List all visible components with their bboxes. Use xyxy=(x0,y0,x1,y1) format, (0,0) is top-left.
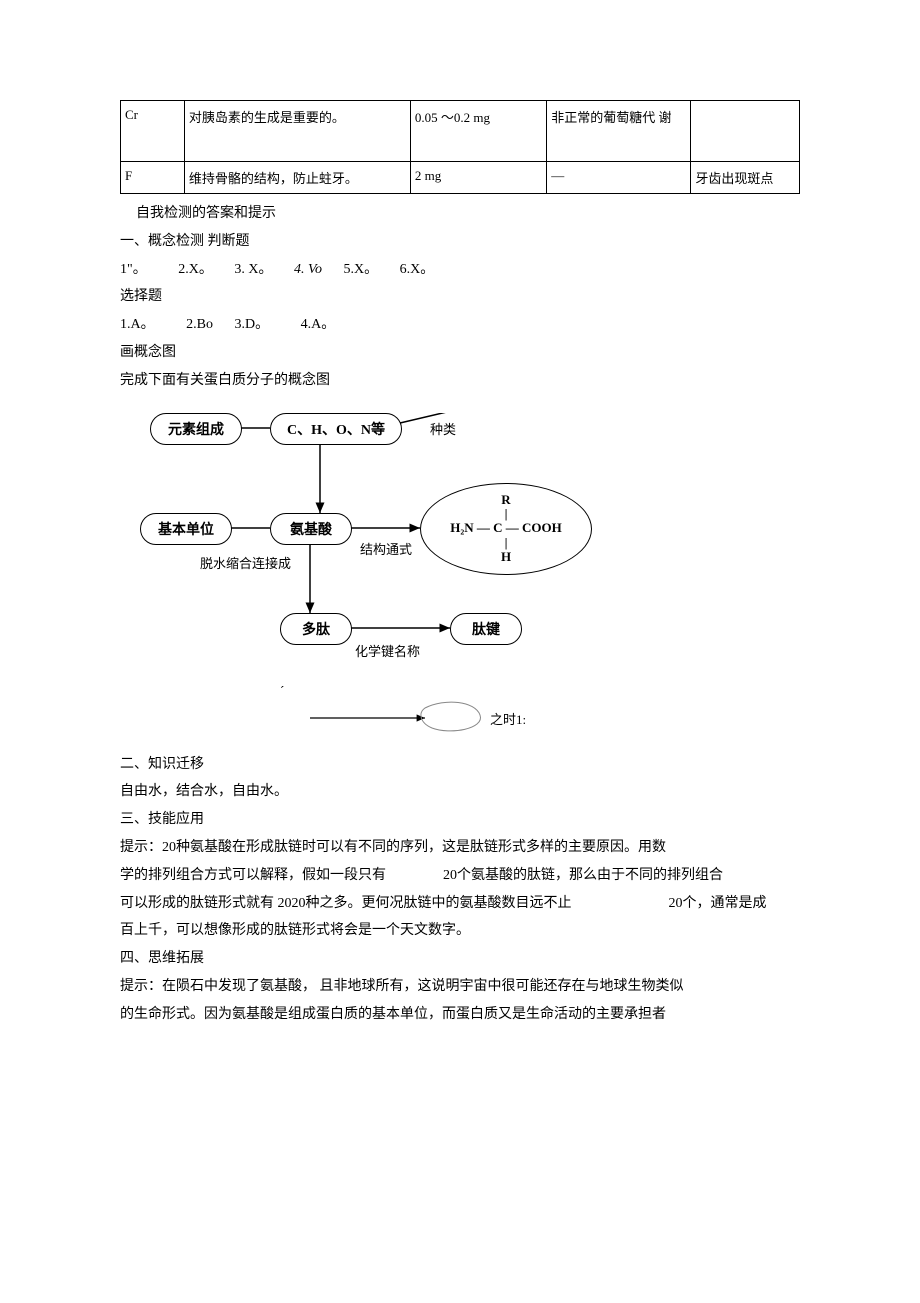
data-table: Cr 对胰岛素的生成是重要的。 0.05 ～0.2 mg 非正常的葡萄糖代 谢 … xyxy=(120,100,800,194)
mini-label: 之时1: xyxy=(490,709,526,728)
node-element-composition: 元素组成 xyxy=(150,413,242,445)
ans-1: 1"。 xyxy=(120,262,147,277)
section3-title: 三、技能应用 xyxy=(120,808,800,832)
table-row: Cr 对胰岛素的生成是重要的。 0.05 ～0.2 mg 非正常的葡萄糖代 谢 xyxy=(121,101,800,162)
ans-3: 3. X。 xyxy=(234,262,272,277)
choice-4: 4.A。 xyxy=(301,317,336,332)
ans-4: 4. Vo xyxy=(294,262,322,277)
section3-line2: 学的排列组合方式可以解释，假如一段只有 20个氨基酸的肽链，那么由于不同的排列组… xyxy=(120,864,800,888)
cell-function: 维持骨骼的结构，防止蛀牙。 xyxy=(184,162,410,194)
section4-title: 四、思维拓展 xyxy=(120,947,800,971)
choice-2: 2.Bo xyxy=(186,317,213,332)
table-row: F 维持骨骼的结构，防止蛀牙。 2 mg — 牙齿出现斑点 xyxy=(121,162,800,194)
cell-excess xyxy=(691,101,800,162)
draw-subtitle: 完成下面有关蛋白质分子的概念图 xyxy=(120,369,800,393)
protein-concept-diagram: 元素组成 C、H、O、N等 基本单位 氨基酸 R | H₂N — C — COO… xyxy=(140,413,600,673)
cell-element: Cr xyxy=(121,101,185,162)
cell-deficiency: 非正常的葡萄糖代 谢 xyxy=(547,101,691,162)
formula-main: H₂N — C — COOH xyxy=(450,521,562,535)
self-check-title: 自我检测的答案和提示 xyxy=(136,202,800,226)
sec3-l2a: 学的排列组合方式可以解释，假如一段只有 xyxy=(120,868,386,883)
section4-line2: 的生命形式。因为氨基酸是组成蛋白质的基本单位，而蛋白质又是生命活动的主要承担者 xyxy=(120,1003,800,1027)
section2-body: 自由水，结合水，自由水。 xyxy=(120,780,800,804)
section3-line4: 百上千，可以想像形成的肽链形式将会是一个天文数字。 xyxy=(120,919,800,943)
judgement-answers: 1"。 2.X。 3. X。 4. Vo 5.X。 6.X。 xyxy=(120,258,800,282)
node-amino-acid: 氨基酸 xyxy=(270,513,352,545)
cell-excess: 牙齿出现斑点 xyxy=(691,162,800,194)
label-kind: 种类 xyxy=(430,419,456,438)
sec3-l3a: 可以形成的肽链形式就有 2020种之多。更何况肽链中的氨基酸数目远不止 xyxy=(120,896,572,911)
cell-deficiency: — xyxy=(547,162,691,194)
draw-title: 画概念图 xyxy=(120,341,800,365)
cell-element: F xyxy=(121,162,185,194)
choice-answers: 1.A。 2.Bo 3.D。 4.A。 xyxy=(120,313,800,337)
choice-title: 选择题 xyxy=(120,285,800,309)
node-basic-unit: 基本单位 xyxy=(140,513,232,545)
node-polypeptide: 多肽 xyxy=(280,613,352,645)
mini-bubble-fragment: ˊ 之时1: xyxy=(220,683,680,743)
node-structural-formula: R | H₂N — C — COOH | H xyxy=(420,483,592,575)
section1-title: 一、概念检测 判断题 xyxy=(120,230,800,254)
label-structural-formula: 结构通式 xyxy=(360,539,412,558)
cell-amount: 2 mg xyxy=(410,162,546,194)
formula-r: R xyxy=(501,493,510,507)
label-chemical-bond-name: 化学键名称 xyxy=(355,641,420,660)
formula-bar1: | xyxy=(505,507,508,521)
choice-3: 3.D。 xyxy=(234,317,269,332)
section2-title: 二、知识迁移 xyxy=(120,753,800,777)
sec3-l3b: 20个，通常是成 xyxy=(669,896,767,911)
formula-bar2: | xyxy=(505,536,508,550)
cell-amount: 0.05 ～0.2 mg xyxy=(410,101,546,162)
section4-line1: 提示：在陨石中发现了氨基酸， 且非地球所有，这说明宇宙中很可能还存在与地球生物类… xyxy=(120,975,800,999)
sec3-l2b: 20个氨基酸的肽链，那么由于不同的排列组合 xyxy=(443,868,723,883)
ans-5: 5.X。 xyxy=(343,262,378,277)
label-dehydration: 脱水缩合连接成 xyxy=(200,553,291,572)
ans-2: 2.X。 xyxy=(178,262,213,277)
section3-line1: 提示：20种氨基酸在形成肽链时可以有不同的序列，这是肽链形式多样的主要原因。用数 xyxy=(120,836,800,860)
mini-svg xyxy=(220,683,680,743)
node-chon: C、H、O、N等 xyxy=(270,413,402,445)
section3-line3: 可以形成的肽链形式就有 2020种之多。更何况肽链中的氨基酸数目远不止 20个，… xyxy=(120,892,800,916)
cell-function: 对胰岛素的生成是重要的。 xyxy=(184,101,410,162)
choice-1: 1.A。 xyxy=(120,317,155,332)
ans-6: 6.X。 xyxy=(400,262,435,277)
node-peptide-bond: 肽键 xyxy=(450,613,522,645)
formula-h: H xyxy=(501,550,511,564)
